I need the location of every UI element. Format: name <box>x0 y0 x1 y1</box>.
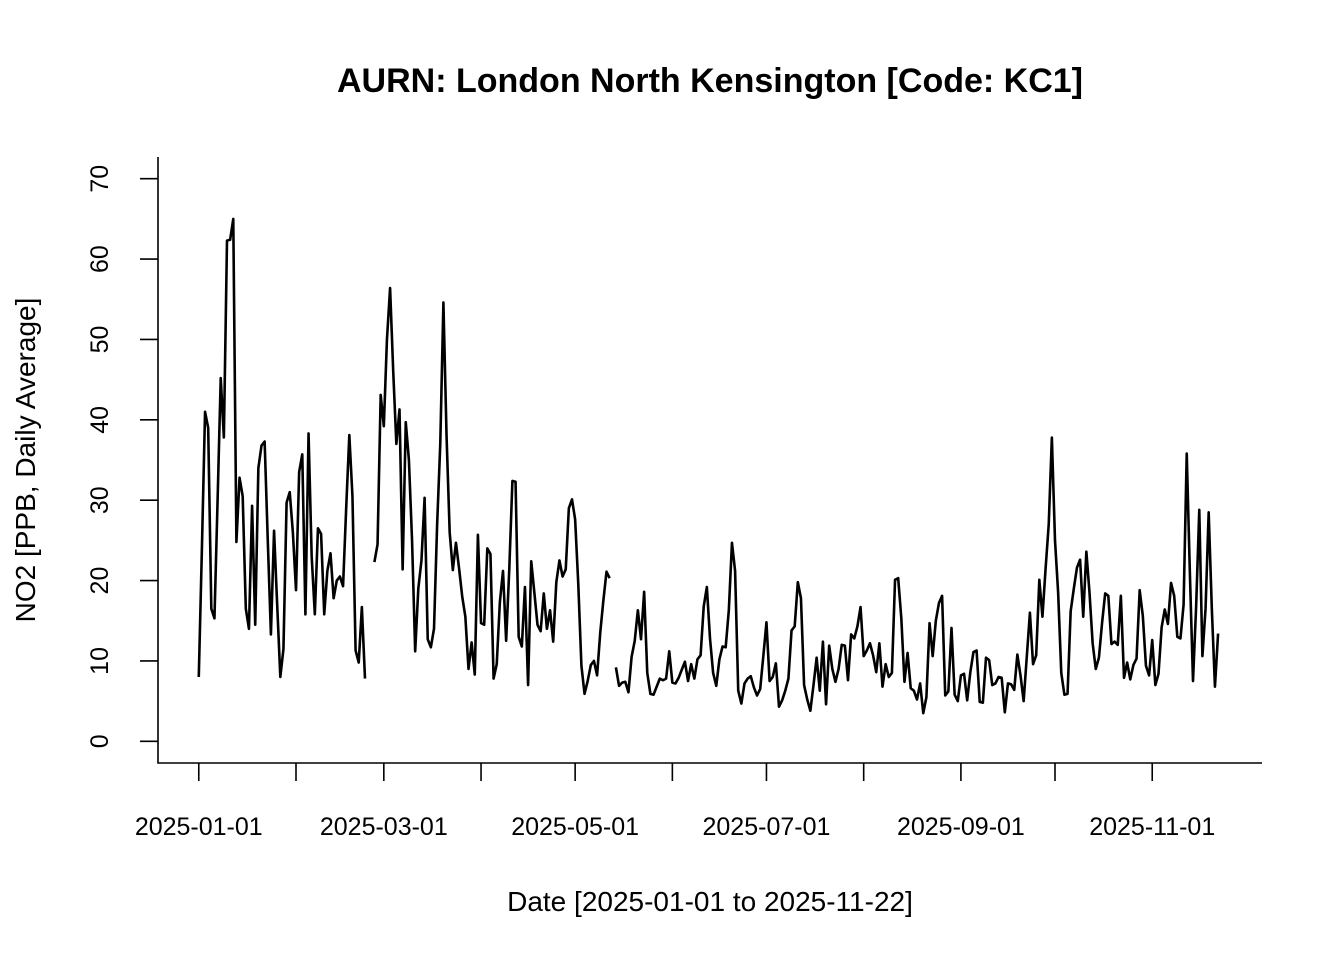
x-tick-label: 2025-09-01 <box>897 813 1025 841</box>
y-tick-label: 50 <box>86 326 114 354</box>
x-tick-label: 2025-01-01 <box>135 813 263 841</box>
x-tick-label: 2025-03-01 <box>320 813 448 841</box>
data-line <box>614 436 1220 715</box>
y-tick-label: 30 <box>86 486 114 514</box>
y-tick-label: 60 <box>86 245 114 273</box>
y-tick-label: 0 <box>86 734 114 748</box>
axis-frame <box>157 157 1262 764</box>
y-tick-label: 70 <box>86 165 114 193</box>
chart-title: AURN: London North Kensington [Code: KC1… <box>337 62 1083 100</box>
x-tick-label: 2025-07-01 <box>703 813 831 841</box>
y-tick-label: 40 <box>86 406 114 434</box>
x-axis-label: Date [2025-01-01 to 2025-11-22] <box>507 886 913 917</box>
data-line <box>197 217 367 679</box>
x-tick-label: 2025-05-01 <box>511 813 639 841</box>
x-tick-label: 2025-11-01 <box>1089 813 1215 841</box>
y-axis-label: NO2 [PPB, Daily Average] <box>10 298 41 623</box>
y-tick-label: 20 <box>86 567 114 595</box>
y-tick-label: 10 <box>86 647 114 675</box>
data-line <box>373 286 611 696</box>
